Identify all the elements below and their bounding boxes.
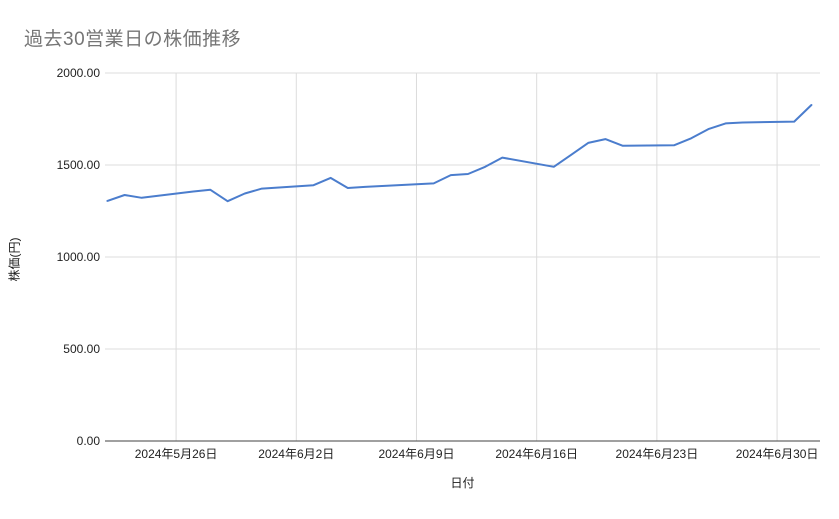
chart-title: 過去30営業日の株価推移 [24,29,242,50]
price-line-series [106,104,813,203]
y-tick-label: 500.00 [63,342,100,356]
x-tick-label: 2024年6月30日 [736,447,819,461]
y-axis-title: 株価(円) [7,237,22,282]
y-tick-label: 2000.00 [57,66,101,80]
y-tick-label: 1500.00 [57,158,101,172]
y-tick-label: 1000.00 [57,250,101,264]
x-tick-label: 2024年6月16日 [495,447,578,461]
x-axis-title: 日付 [450,476,475,490]
x-tick-label: 2024年6月9日 [378,447,454,461]
x-tick-label: 2024年6月23日 [616,447,699,461]
y-tick-label: 0.00 [77,434,101,448]
x-tick-label: 2024年5月26日 [135,447,218,461]
x-tick-label: 2024年6月2日 [258,447,334,461]
